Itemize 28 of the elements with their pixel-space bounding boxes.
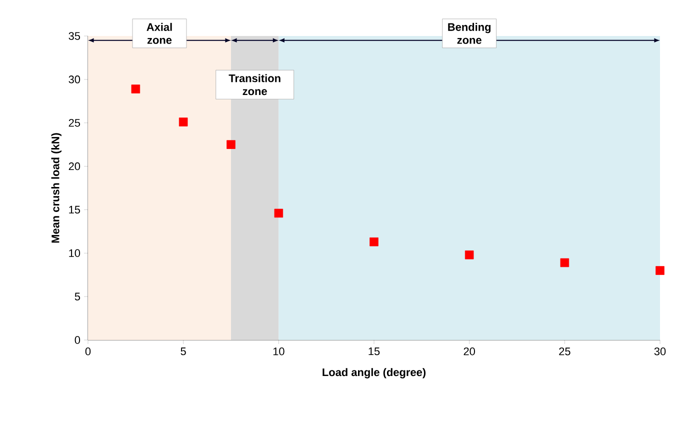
- x-tick-label: 10: [273, 348, 284, 356]
- point: [370, 237, 378, 246]
- band-label: Axial zone: [146, 22, 172, 44]
- y-tick-label: 10: [69, 249, 80, 258]
- point: [560, 258, 570, 268]
- x-tick-label: 20: [464, 348, 475, 356]
- y-tick-label: 25: [68, 118, 80, 127]
- point: [226, 140, 236, 149]
- x-tick-label: 0: [85, 348, 91, 356]
- y-axis-title: Mean crush load (kN): [51, 133, 62, 243]
- y-tick-label: 15: [69, 206, 80, 214]
- y-tick-label: 5: [74, 292, 80, 300]
- x-tick-label: 30: [654, 348, 666, 356]
- x-tick-label: 5: [180, 348, 186, 356]
- band-label: Transition zone: [228, 74, 280, 96]
- point: [178, 118, 188, 126]
- y-tick-label: 20: [68, 162, 80, 170]
- point: [656, 266, 664, 275]
- y-tick-label: 0: [74, 336, 80, 344]
- y-tick-label: 35: [68, 32, 80, 40]
- y-tick-label: 30: [68, 76, 80, 84]
- point: [464, 250, 474, 260]
- x-axis-title: Load angle (degree): [322, 368, 426, 378]
- x-tick-label: 25: [559, 348, 570, 356]
- x-tick-label: 15: [368, 348, 380, 356]
- band-label: Bending zone: [448, 22, 491, 44]
- point: [131, 84, 140, 94]
- point: [274, 208, 284, 218]
